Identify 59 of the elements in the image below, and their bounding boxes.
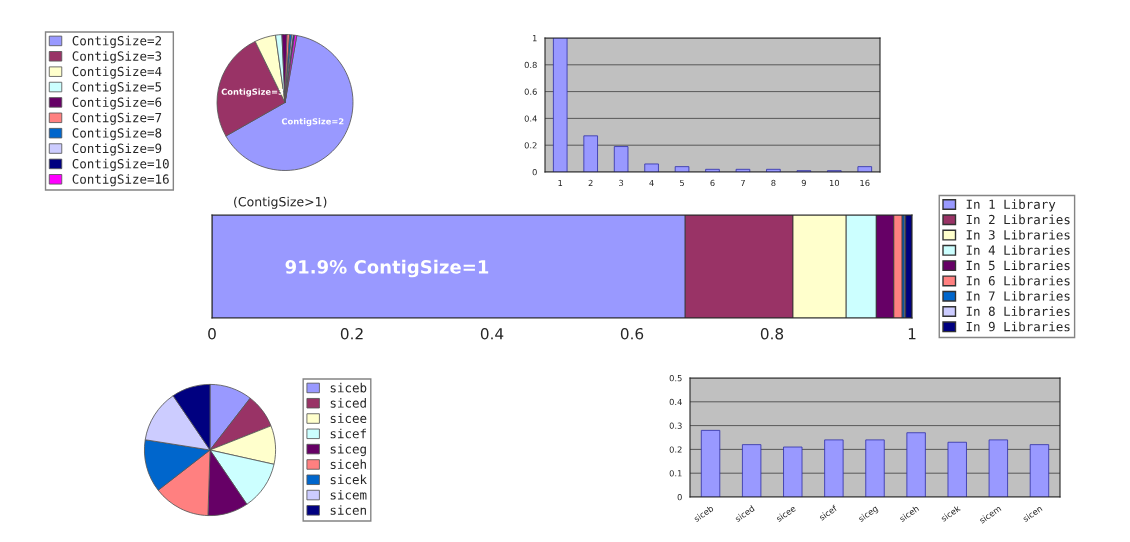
legend-label: siceh	[330, 459, 366, 469]
legend-label: ContigSize=6	[72, 97, 162, 110]
x-tick-label: 0.4	[480, 327, 504, 340]
legend-label: In 4 Libraries	[966, 245, 1070, 255]
y-tick-label: 0.4	[524, 115, 537, 122]
legend-label: ContigSize=7	[72, 112, 162, 125]
legend-label: sicem	[330, 489, 367, 500]
x-tick-label: 4	[649, 179, 654, 186]
y-tick-label: 0.4	[669, 398, 682, 406]
legend-label: In 1 Library	[966, 199, 1056, 212]
legend-label: In 5 Libraries	[966, 260, 1070, 271]
legend-label: ContigSize=2	[72, 35, 162, 48]
legend-label: ContigSize=16	[72, 174, 169, 187]
y-tick-label: 0.2	[669, 446, 682, 453]
legend-label: sicee	[330, 413, 367, 424]
legend-label: In 2 Libraries	[966, 214, 1070, 225]
x-tick-label: 1	[558, 179, 563, 186]
x-tick-label: 0	[208, 327, 216, 340]
x-tick-label: 16	[860, 179, 870, 187]
legend-label: ContigSize=5	[72, 81, 162, 95]
y-tick-label: 0.3	[669, 422, 682, 429]
y-tick-label: 0.6	[524, 88, 537, 95]
legend-label: siced	[330, 398, 366, 408]
legend-label: In 8 Libraries	[966, 306, 1070, 317]
legend-label: In 3 Libraries	[966, 229, 1070, 240]
legend-label: ContigSize=4	[72, 66, 162, 79]
legend-label: siceb	[330, 382, 367, 393]
x-tick-label: 1	[908, 328, 916, 340]
text: (ContigSize>1)	[234, 196, 327, 209]
legend-label: In 7 Libraries	[966, 291, 1070, 301]
y-tick-label: 0	[532, 168, 537, 176]
y-tick-label: 0.8	[524, 61, 537, 69]
x-tick-label: 9	[801, 179, 806, 187]
legend-label: In 9 Libraries	[966, 321, 1070, 332]
legend-label: In 6 Libraries	[966, 275, 1070, 286]
x-tick-label: 8	[771, 179, 776, 187]
y-tick-label: 1	[532, 35, 537, 42]
x-tick-label: 5	[680, 179, 684, 187]
annotation: 91.9% ContigSize=1	[285, 259, 489, 278]
y-tick-label: 0.2	[524, 142, 537, 149]
x-tick-label: 0.2	[340, 327, 363, 340]
x-tick-label: 0.6	[620, 327, 644, 340]
x-tick-label: 3	[619, 179, 624, 187]
legend-label: sicek	[330, 474, 367, 485]
x-tick-label: 7	[740, 179, 745, 186]
slice-label: ContigSize=2	[281, 118, 344, 127]
legend-label: sicef	[330, 428, 367, 439]
y-tick-label: 0.5	[669, 374, 682, 382]
legend-label: ContigSize=8	[72, 128, 162, 141]
legend-label: ContigSize=10	[72, 158, 169, 171]
y-tick-label: 0	[677, 493, 682, 501]
x-tick-label: 0.8	[760, 327, 784, 340]
legend-label: siceg	[330, 443, 366, 457]
x-tick-label: 2	[588, 179, 593, 186]
x-tick-label: 6	[710, 179, 715, 187]
x-tick-label: 10	[829, 179, 840, 187]
y-tick-label: 0.1	[669, 470, 682, 477]
legend-label: ContigSize=3	[72, 51, 162, 64]
legend-label: ContigSize=9	[72, 143, 162, 156]
